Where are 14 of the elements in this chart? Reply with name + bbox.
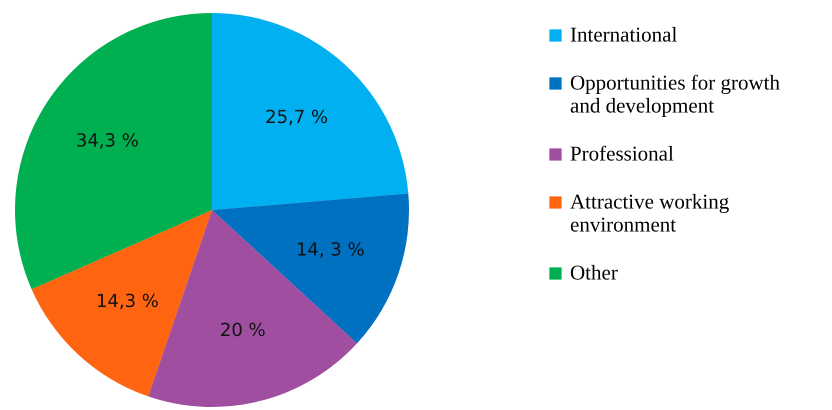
pie-slice	[212, 13, 408, 210]
legend-label: International	[570, 22, 678, 46]
data-label: 34,3 %	[76, 130, 139, 152]
legend-label: Attractive working environment	[570, 190, 730, 236]
pie-slice	[32, 210, 212, 396]
data-label: 14,3 %	[96, 291, 159, 312]
pie-slice	[15, 13, 212, 290]
legend-label: Professional	[570, 142, 674, 166]
data-label: 14, 3 %	[296, 239, 365, 260]
data-label: 20 %	[220, 320, 266, 342]
data-label: 25,7 %	[265, 106, 328, 128]
legend-label: Other	[570, 260, 618, 284]
pie-slice	[212, 193, 409, 344]
legend-label: Opportunities for growth and development	[570, 70, 780, 118]
